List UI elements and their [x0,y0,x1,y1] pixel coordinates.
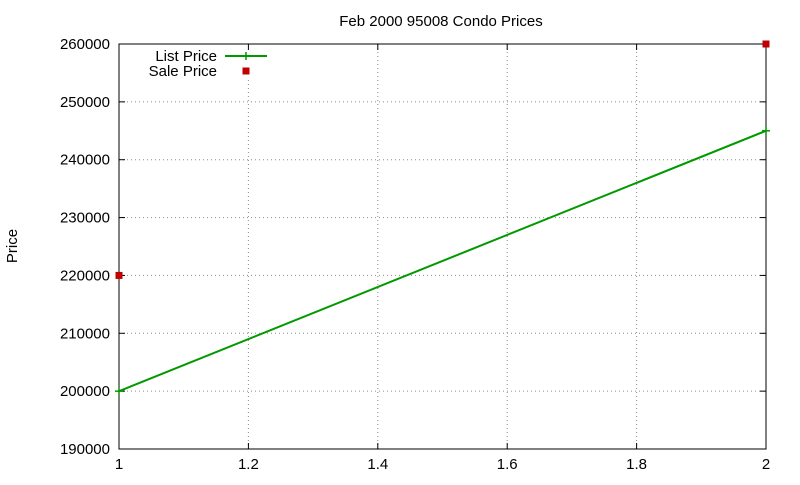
data-point-sale-price [115,271,123,279]
x-tick-labels: 1 1.2 1.4 1.6 1.8 2 [115,456,770,473]
chart-title: Feb 2000 95008 Condo Prices [339,13,542,30]
data-series [115,40,770,396]
data-point-sale-price [762,40,770,48]
x-tick-label: 1.6 [497,456,518,473]
y-tick-label: 230000 [60,210,110,227]
series-list-price [115,126,770,396]
plot-border [118,43,767,450]
data-point-list-price [115,387,123,396]
y-tick-label: 200000 [60,383,110,400]
y-tick-label: 240000 [60,152,110,169]
series-line-list-price [118,129,767,393]
x-tick-label: 2 [762,456,770,473]
grid-lines [119,44,766,449]
data-point-list-price [762,126,770,135]
legend-marker [242,52,250,60]
y-tick-labels: 190000 200000 210000 220000 230000 240000 2500… [60,36,110,458]
y-tick-label: 250000 [60,94,110,111]
x-tick-label: 1.2 [238,456,259,473]
legend-marker [242,67,250,75]
legend-entry-list-price: List Price [155,48,267,65]
y-axis-label: Price [4,229,21,263]
y-tick-label: 190000 [60,441,110,458]
x-tick-label: 1.8 [626,456,647,473]
y-tick-label: 210000 [60,325,110,342]
legend-entry-sale-price: Sale Price [149,63,250,80]
legend-label: List Price [155,48,217,65]
x-tick-label: 1 [115,456,123,473]
x-tick-label: 1.4 [367,456,388,473]
y-tick-label: 260000 [60,36,110,53]
series-sale-price [115,40,770,279]
y-tick-label: 220000 [60,267,110,284]
legend-label: Sale Price [149,63,217,80]
axes [118,43,767,450]
